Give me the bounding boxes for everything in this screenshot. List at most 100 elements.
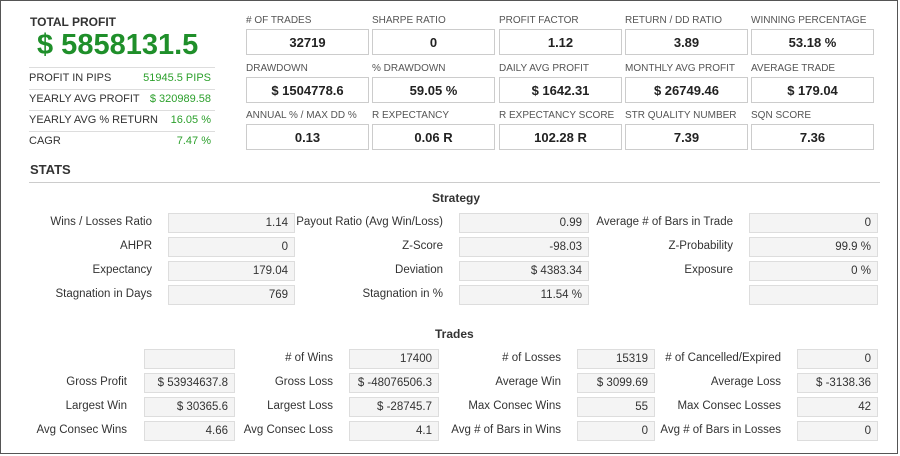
stat-value: 769: [168, 285, 295, 305]
metric-drawdown: DRAWDOWN $ 1504778.6: [246, 63, 369, 103]
metric-label: # OF TRADES: [246, 15, 312, 26]
metric-label: R EXPECTANCY: [372, 110, 450, 121]
trade-value: 0: [577, 421, 655, 441]
trade-label: Max Consec Losses: [677, 400, 781, 412]
trades-title: Trades: [435, 327, 474, 341]
metric-daily-avg-profit: DAILY AVG PROFIT $ 1642.31: [499, 63, 622, 103]
metric-value: 0.13: [246, 124, 369, 150]
stat-value: 0.99: [459, 213, 589, 233]
metric-value: $ 1504778.6: [246, 77, 369, 103]
trade-label: Average Loss: [710, 376, 781, 388]
stat-label: Average # of Bars in Trade: [596, 216, 733, 228]
stat-value: 99.9 %: [749, 237, 878, 257]
metric-average-trade: AVERAGE TRADE $ 179.04: [751, 63, 874, 103]
metric-str-quality-number: STR QUALITY NUMBER 7.39: [625, 110, 748, 150]
metric-label: MONTHLY AVG PROFIT: [625, 63, 736, 74]
summary-value: 7.47 %: [176, 135, 211, 147]
metric-label: ANNUAL % / MAX DD %: [246, 110, 357, 121]
total-profit-label: TOTAL PROFIT: [30, 15, 116, 29]
trade-value: 15319: [577, 349, 655, 369]
summary-value: $ 320989.58: [149, 93, 211, 105]
trade-value: 55: [577, 397, 655, 417]
metric-value: 3.89: [625, 29, 748, 55]
metric-value: $ 179.04: [751, 77, 874, 103]
trade-label: Gross Profit: [66, 376, 127, 388]
stat-label: Deviation: [395, 264, 443, 276]
metric-label: PROFIT FACTOR: [499, 15, 579, 26]
trade-label: Avg # of Bars in Wins: [451, 424, 561, 436]
divider: [29, 131, 215, 132]
summary-label: YEARLY AVG % RETURN: [29, 114, 158, 126]
metric-value: 0.06 R: [372, 124, 495, 150]
metric-value: 53.18 %: [751, 29, 874, 55]
trade-value: $ -48076506.3: [349, 373, 439, 393]
metric-sharpe-ratio: SHARPE RATIO 0: [372, 15, 495, 55]
summary-label: YEARLY AVG PROFIT: [29, 93, 140, 105]
stat-label: AHPR: [120, 240, 152, 252]
stats-heading: STATS: [30, 162, 71, 177]
stat-value: 0: [749, 213, 878, 233]
metric-value: 1.12: [499, 29, 622, 55]
metric-label: WINNING PERCENTAGE: [751, 15, 867, 26]
summary-label: CAGR: [29, 135, 61, 147]
metric-label: DAILY AVG PROFIT: [499, 63, 590, 74]
metric-label: AVERAGE TRADE: [751, 63, 836, 74]
trade-label: # of Cancelled/Expired: [665, 352, 781, 364]
trade-value: $ 53934637.8: [144, 373, 235, 393]
metric-r-expectancy: R EXPECTANCY 0.06 R: [372, 110, 495, 150]
stat-value: [749, 285, 878, 305]
trade-value: 4.66: [144, 421, 235, 441]
total-profit-value: $ 5858131.5: [37, 29, 199, 61]
trade-label: Largest Win: [65, 400, 127, 412]
stat-value: $ 4383.34: [459, 261, 589, 281]
trade-label: # of Wins: [285, 352, 333, 364]
metric-value: 7.39: [625, 124, 748, 150]
summary-row-yearly-avg-return: YEARLY AVG % RETURN 16.05 %: [29, 111, 215, 131]
trade-label: Average Win: [495, 376, 561, 388]
stat-value: 11.54 %: [459, 285, 589, 305]
trade-label: Avg Consec Wins: [36, 424, 127, 436]
trade-value: $ 30365.6: [144, 397, 235, 417]
summary-value: 16.05 %: [170, 114, 211, 126]
metric-value: $ 1642.31: [499, 77, 622, 103]
summary-label: PROFIT IN PIPS: [29, 72, 112, 84]
strategy-title: Strategy: [432, 191, 481, 205]
metric-value: 59.05 %: [372, 77, 495, 103]
metric-label: SHARPE RATIO: [372, 15, 446, 26]
metric-value: $ 26749.46: [625, 77, 748, 103]
metric-value: 7.36: [751, 124, 874, 150]
metric-winning-percentage: WINNING PERCENTAGE 53.18 %: [751, 15, 874, 55]
stat-label: Wins / Losses Ratio: [50, 216, 152, 228]
divider: [29, 67, 215, 68]
divider: [29, 110, 215, 111]
metric-trades: # OF TRADES 32719: [246, 15, 369, 55]
trade-label: Gross Loss: [274, 376, 333, 388]
stat-value: -98.03: [459, 237, 589, 257]
metric-value: 0: [372, 29, 495, 55]
metric-sqn-score: SQN SCORE 7.36: [751, 110, 874, 150]
metric-value: 32719: [246, 29, 369, 55]
metric-annual-max-dd: ANNUAL % / MAX DD % 0.13: [246, 110, 369, 150]
stat-value: 0: [168, 237, 295, 257]
trade-label: Largest Loss: [267, 400, 333, 412]
metric-label: R EXPECTANCY SCORE: [499, 110, 615, 121]
metric-value: 102.28 R: [499, 124, 622, 150]
trade-value: 0: [797, 421, 878, 441]
divider: [29, 182, 880, 183]
summary-row-profit-in-pips: PROFIT IN PIPS 51945.5 PIPS: [29, 69, 215, 89]
trade-value: 0: [797, 349, 878, 369]
metric-label: STR QUALITY NUMBER: [625, 110, 737, 121]
trade-label: Avg # of Bars in Losses: [660, 424, 781, 436]
summary-value: 51945.5 PIPS: [143, 72, 211, 84]
metric-percent-drawdown: % DRAWDOWN 59.05 %: [372, 63, 495, 103]
trade-label: Avg Consec Loss: [243, 424, 333, 436]
stat-value: 0 %: [749, 261, 878, 281]
trade-value: [144, 349, 235, 369]
trade-value: 42: [797, 397, 878, 417]
stat-label: Exposure: [684, 264, 733, 276]
stat-label: Stagnation in Days: [55, 288, 152, 300]
divider: [29, 89, 215, 90]
trade-value: 4.1: [349, 421, 439, 441]
stat-value: 1.14: [168, 213, 295, 233]
